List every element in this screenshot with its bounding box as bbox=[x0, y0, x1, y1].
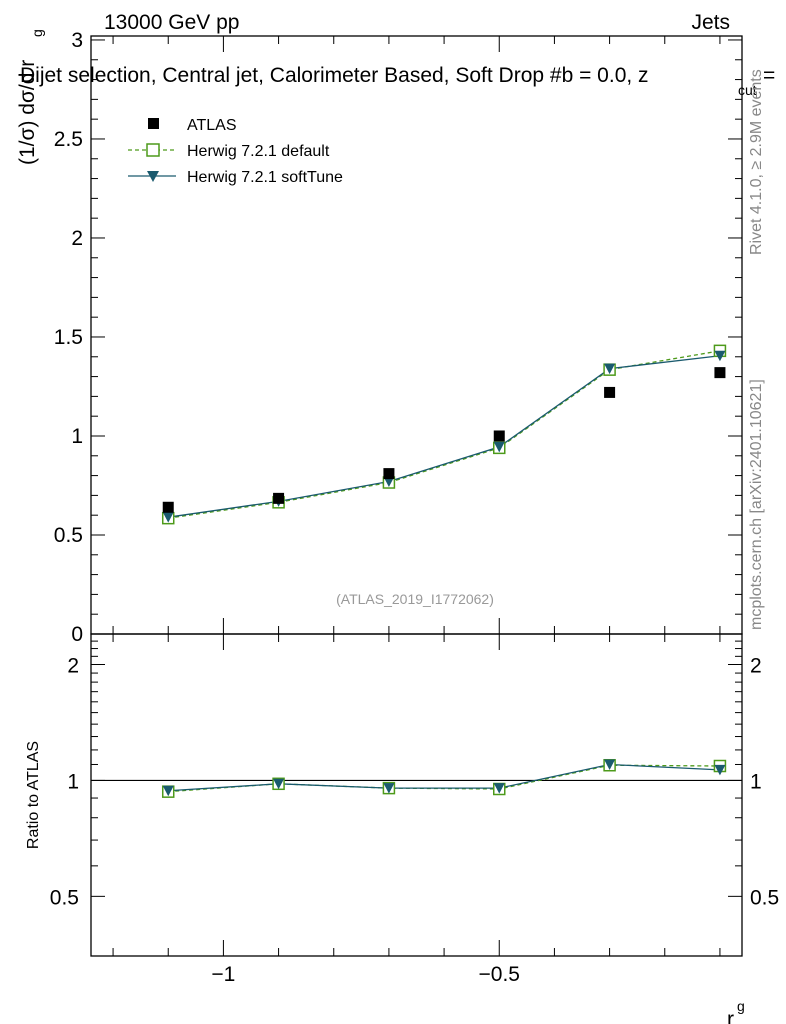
xlabel-text: r bbox=[727, 1008, 734, 1024]
rivet-version-label: Rivet 4.1.0, ≥ 2.9M events bbox=[748, 69, 765, 255]
main-point-atlas bbox=[273, 492, 285, 504]
main-ylabel-text: (1/σ) dσ/d r bbox=[16, 60, 39, 165]
plot-title-tail: = bbox=[763, 64, 775, 87]
ratio-ytick-label-right: 2 bbox=[750, 654, 762, 677]
legend-marker-softtune bbox=[147, 171, 159, 182]
main-point-atlas bbox=[493, 430, 505, 442]
main-line-default bbox=[168, 350, 721, 519]
legend-label-softtune: Herwig 7.2.1 softTune bbox=[187, 169, 343, 186]
main-ytick-label: 0 bbox=[71, 623, 83, 646]
legend-entry-atlas: ATLAS bbox=[148, 117, 237, 134]
plot-title-cut-subscript: cut bbox=[738, 82, 757, 98]
main-point-softtune bbox=[383, 476, 395, 488]
main-ylabel: (1/σ) dσ/d r g bbox=[16, 29, 45, 165]
ratio-ylabel: Ratio to ATLAS bbox=[25, 741, 42, 849]
main-ytick-label: 1 bbox=[71, 425, 83, 448]
plot-title: Dijet selection, Central jet, Calorimete… bbox=[20, 64, 775, 98]
ratio-point-softtune bbox=[273, 778, 285, 790]
process-label: Jets bbox=[691, 11, 730, 34]
energy-label: 13000 GeV pp bbox=[104, 11, 239, 34]
main-point-atlas bbox=[604, 386, 616, 398]
main-point-softtune bbox=[714, 350, 726, 362]
xtick-label: −0.5 bbox=[479, 963, 520, 986]
plot-title-text: Dijet selection, Central jet, Calorimete… bbox=[20, 64, 649, 87]
xtick-label: −1 bbox=[211, 963, 235, 986]
xlabel: r g bbox=[727, 998, 745, 1024]
ratio-plot-frame bbox=[90, 633, 743, 957]
main-ytick-label: 0.5 bbox=[54, 524, 83, 547]
main-point-softtune bbox=[162, 512, 174, 523]
main-ylabel-subscript: g bbox=[29, 29, 45, 37]
x-ticks: −1 −0.5 bbox=[112, 36, 721, 986]
main-point-softtune bbox=[604, 363, 616, 375]
xlabel-subscript: g bbox=[737, 998, 745, 1014]
main-ytick-label: 1.5 bbox=[54, 326, 83, 349]
main-ytick-label: 3 bbox=[71, 29, 83, 52]
ratio-point-softtune bbox=[604, 759, 616, 770]
ratio-point-softtune bbox=[714, 764, 726, 776]
ratio-point-softtune bbox=[162, 785, 174, 797]
ratio-ticks: 0.5 0.5 1 1 2 2 bbox=[50, 640, 779, 909]
mcplots-label: mcplots.cern.ch [arXiv:2401.10621] bbox=[748, 379, 765, 630]
analysis-id-label: (ATLAS_2019_I1772062) bbox=[336, 591, 494, 607]
ratio-point-softtune bbox=[383, 783, 395, 794]
ratio-point-softtune bbox=[493, 783, 505, 794]
legend-label-atlas: ATLAS bbox=[187, 117, 237, 134]
main-ticks: 0 0.5 1 1.5 2 2.5 3 bbox=[54, 29, 742, 646]
legend-marker-atlas bbox=[148, 118, 159, 129]
main-ytick-label: 2 bbox=[71, 227, 83, 250]
main-point-atlas bbox=[714, 367, 726, 379]
main-series bbox=[161, 344, 727, 525]
main-point-softtune bbox=[493, 441, 505, 453]
ratio-ytick-label: 2 bbox=[67, 654, 79, 677]
main-point-atlas bbox=[162, 501, 174, 513]
legend: ATLAS Herwig 7.2.1 default Herwig 7.2.1 … bbox=[128, 117, 343, 186]
main-line-softtune bbox=[168, 355, 721, 518]
ratio-line-softtune bbox=[168, 763, 720, 792]
ratio-ytick-label: 0.5 bbox=[50, 886, 79, 909]
legend-marker-default bbox=[146, 143, 160, 157]
legend-entry-softtune: Herwig 7.2.1 softTune bbox=[128, 169, 343, 186]
legend-label-default: Herwig 7.2.1 default bbox=[187, 143, 330, 160]
ratio-ytick-label-right: 1 bbox=[750, 770, 762, 793]
main-point-atlas bbox=[383, 468, 395, 480]
ratio-ytick-label-right: 0.5 bbox=[750, 886, 779, 909]
ratio-series bbox=[161, 758, 727, 798]
ratio-ytick-label: 1 bbox=[67, 770, 79, 793]
main-ytick-label: 2.5 bbox=[54, 128, 83, 151]
legend-entry-default: Herwig 7.2.1 default bbox=[128, 143, 330, 160]
